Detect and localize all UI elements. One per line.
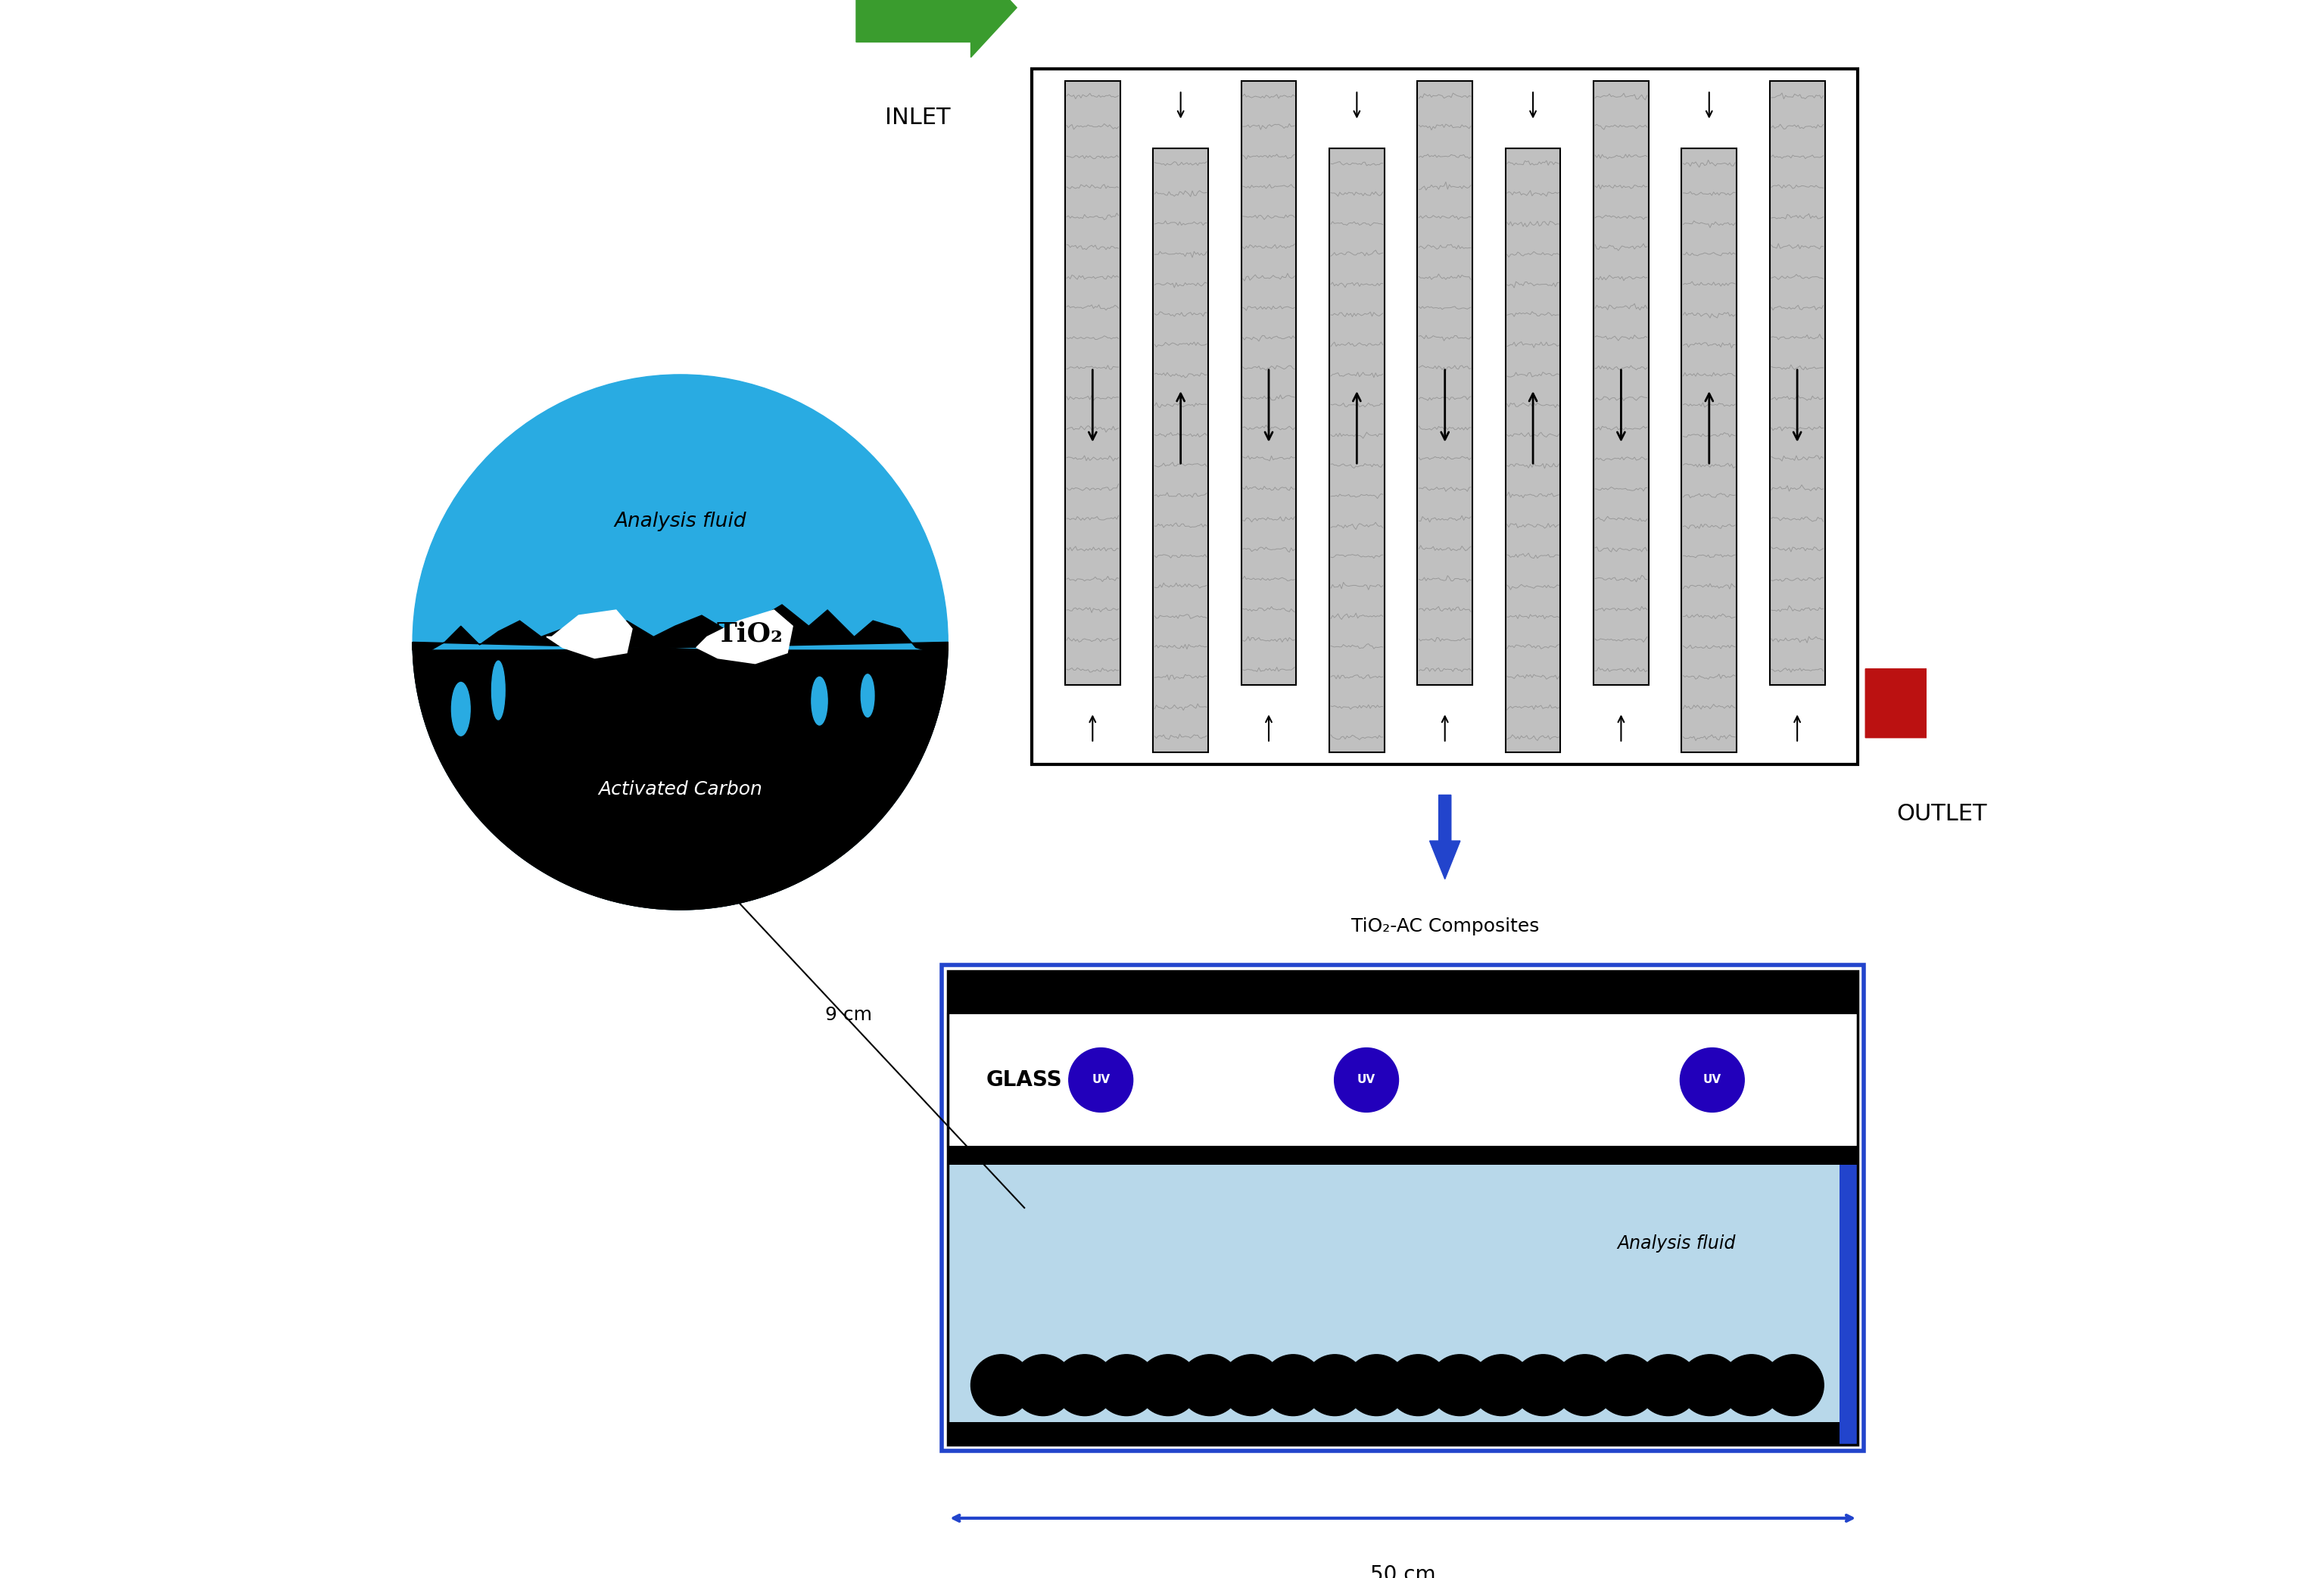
Circle shape — [971, 1354, 1032, 1415]
Bar — [1241, 80, 1297, 685]
Polygon shape — [414, 604, 948, 909]
Text: UV: UV — [1357, 1075, 1376, 1086]
FancyArrow shape — [1429, 795, 1459, 879]
Bar — [948, 1165, 1857, 1445]
Bar — [1838, 1165, 1857, 1445]
Bar — [948, 1146, 1857, 1165]
Ellipse shape — [1680, 1048, 1745, 1112]
Circle shape — [1178, 1354, 1241, 1415]
Bar — [948, 1422, 1857, 1445]
Ellipse shape — [451, 682, 469, 735]
Bar — [1064, 80, 1120, 685]
Circle shape — [1429, 1354, 1490, 1415]
Circle shape — [1304, 1354, 1367, 1415]
Text: Activated Carbon: Activated Carbon — [597, 780, 762, 798]
Circle shape — [1097, 1354, 1157, 1415]
Text: INLET: INLET — [885, 107, 951, 129]
Circle shape — [1471, 1354, 1532, 1415]
Bar — [948, 970, 1857, 1445]
Bar — [1506, 148, 1559, 753]
Circle shape — [1762, 1354, 1824, 1415]
Circle shape — [1055, 1354, 1116, 1415]
Polygon shape — [414, 642, 948, 909]
Ellipse shape — [1334, 1048, 1399, 1112]
Text: 9 cm: 9 cm — [825, 1005, 872, 1024]
Bar — [1329, 148, 1385, 753]
Circle shape — [1722, 1354, 1783, 1415]
Text: Analysis fluid: Analysis fluid — [1618, 1234, 1736, 1253]
Bar — [1153, 148, 1208, 753]
Circle shape — [1262, 1354, 1325, 1415]
Circle shape — [1346, 1354, 1406, 1415]
Circle shape — [1387, 1354, 1448, 1415]
Text: TiO₂-AC Composites: TiO₂-AC Composites — [1350, 917, 1538, 936]
Bar — [1769, 80, 1824, 685]
FancyArrow shape — [855, 0, 1016, 57]
Circle shape — [1680, 1354, 1741, 1415]
Ellipse shape — [493, 661, 504, 720]
Bar — [1594, 80, 1648, 685]
Circle shape — [1513, 1354, 1573, 1415]
Bar — [948, 1013, 1857, 1146]
Text: UV: UV — [1703, 1075, 1722, 1086]
Bar — [1418, 80, 1473, 685]
FancyArrow shape — [1866, 653, 2010, 753]
Bar — [941, 964, 1864, 1450]
Bar — [1032, 69, 1857, 764]
Text: UV: UV — [1092, 1075, 1111, 1086]
Circle shape — [1638, 1354, 1699, 1415]
Circle shape — [1013, 1354, 1074, 1415]
Ellipse shape — [811, 677, 827, 724]
Text: Analysis fluid: Analysis fluid — [614, 511, 746, 532]
Bar — [1683, 148, 1736, 753]
Circle shape — [414, 374, 948, 909]
Text: GLASS: GLASS — [985, 1070, 1062, 1090]
Text: 50 cm: 50 cm — [1371, 1564, 1436, 1578]
Bar — [948, 970, 1857, 1013]
Ellipse shape — [1069, 1048, 1132, 1112]
Circle shape — [1136, 1354, 1199, 1415]
Ellipse shape — [860, 674, 874, 716]
Polygon shape — [697, 611, 792, 663]
Circle shape — [1597, 1354, 1657, 1415]
Polygon shape — [546, 611, 632, 658]
Text: TiO₂: TiO₂ — [716, 622, 783, 647]
Circle shape — [1555, 1354, 1615, 1415]
Text: OUTLET: OUTLET — [1896, 803, 1987, 825]
Circle shape — [1220, 1354, 1283, 1415]
